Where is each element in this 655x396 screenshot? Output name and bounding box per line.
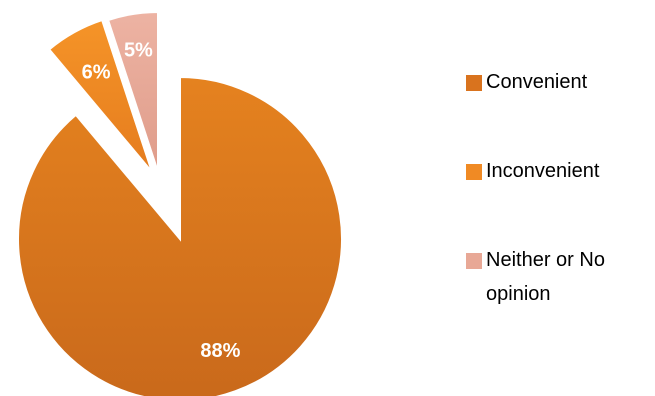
legend-item-convenient: Convenient [466,71,588,93]
legend-label: Inconvenient [486,160,600,182]
pie-slice-convenient [17,75,343,396]
pie-slices [17,10,343,396]
legend-swatch [466,75,482,91]
legend-swatch [466,253,482,269]
pie-slice-neither-or-no-opinion [106,10,159,173]
data-label-inconvenient: 6% [82,62,111,84]
legend-label: Convenient [486,71,588,93]
legend-item-neither-or-no-opinion: Neither or No opinion [466,249,605,305]
data-label-neither-or-no-opinion: 5% [124,40,153,62]
chart-legend: Convenient Inconvenient Neither or No opini… [466,71,605,305]
pie-data-labels: 88% 6% 5% [82,40,241,362]
pie-slice-inconvenient [47,18,153,173]
legend-item-inconvenient: Inconvenient [466,160,600,182]
legend-label: Neither or No opinion [486,249,605,305]
legend-swatch [466,164,482,180]
data-label-convenient: 88% [200,340,240,362]
